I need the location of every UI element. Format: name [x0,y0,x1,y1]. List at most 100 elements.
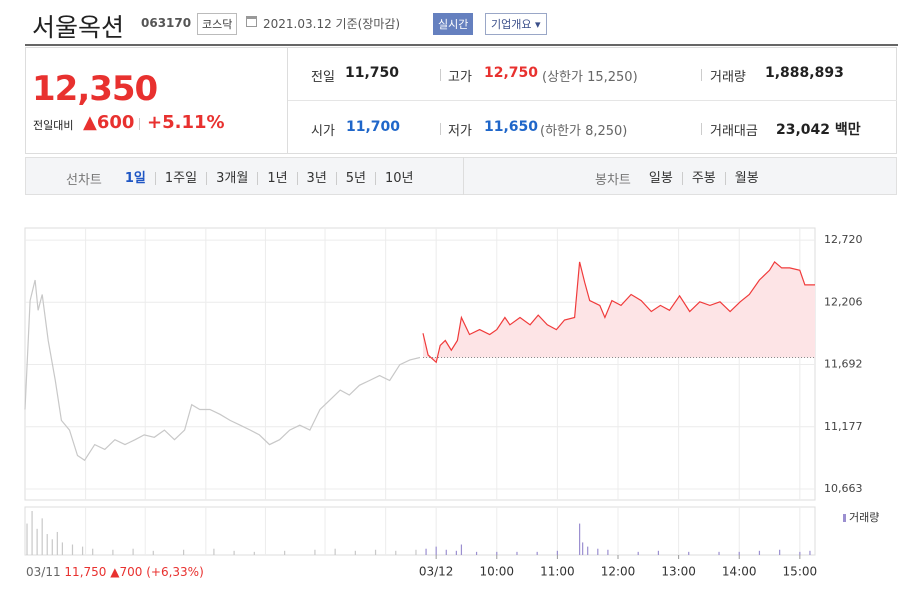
volume-bar [758,550,761,555]
separator [701,69,702,81]
tab[interactable]: 1일 [124,171,146,186]
y-tick-label: 11,177 [824,420,863,433]
volume-bar [607,549,609,555]
volume-bar [61,542,63,555]
stock-code: 063170 [141,16,192,30]
date: 2021.03.12 기준(장마감) [263,15,400,32]
y-tick-label: 12,720 [824,233,863,246]
volume-bar [183,549,185,555]
current-price: 12,350 [32,69,158,109]
volume-bar [36,528,38,555]
calendar-icon [246,16,257,27]
tab[interactable]: 10년 [375,172,423,185]
volume-bar [46,534,48,555]
tab[interactable]: 3년 [296,172,336,185]
y-tick-label: 11,692 [824,357,863,370]
tab-group-label: 봉차트 [595,173,631,188]
volume-bar [152,550,154,555]
tab[interactable]: 주봉 [681,172,725,185]
item-value: 11,750 [345,65,400,81]
volume-bar [799,551,801,555]
area [423,261,815,363]
volume-bar [779,549,781,555]
volume-bar [455,550,457,555]
tab-group-label: 선차트 [66,173,102,188]
volume-bar [536,551,538,555]
x-tick-label: 03/12 [419,565,454,579]
x-tick-label: 11:00 [540,565,575,579]
volume-bar [556,550,558,555]
prev-price: 11,750 [64,565,107,579]
tab[interactable]: 1년 [257,172,296,185]
item-label: 시가 [311,124,335,139]
volume-bar [112,549,114,555]
item-value: 11,700 [346,119,401,135]
volume-bar [334,548,336,555]
line-tabs: 선차트 1일 1주일 3개월 1년 3년 5년 10년 [66,169,423,188]
volume-bar [395,550,397,555]
change-pct: +5.11% [147,112,225,133]
volume-bar [253,551,255,555]
x-tick-label: 13:00 [661,565,696,579]
summary-divider [287,47,288,154]
volume-bar [637,551,639,555]
tab-divider [463,157,464,195]
item-label: 거래대금 [710,124,758,139]
volume-bar [460,544,463,555]
legend-swatch [843,514,846,522]
volume-bar [26,523,28,555]
date-text: 2021.03.12 [263,17,332,31]
item-note: (상한가 15,250) [542,70,638,85]
tab[interactable]: 1주일 [154,172,206,185]
company-info-text: 기업개요 [491,18,532,31]
tab[interactable]: 5년 [335,172,375,185]
volume-bar [425,548,427,555]
realtime-button[interactable]: 실시간 [433,13,474,35]
company-info-button[interactable]: 기업개요 ▾ [485,13,547,35]
item-value: 11,650 [484,119,539,135]
volume-bar [284,550,286,555]
volume-bar [582,542,584,555]
tab[interactable]: 일봉 [648,171,673,186]
item-label: 저가 [448,124,472,139]
x-tick-label: 12:00 [601,565,636,579]
volume-bar [31,511,33,555]
item-value: 1,888,893 [765,65,844,81]
separator [139,118,140,130]
x-tick-label: 15:00 [783,565,818,579]
tab[interactable]: 월봉 [724,172,768,185]
item-label: 전일 [311,70,335,85]
volume-bar [597,548,599,555]
change: ▲600 [83,112,135,133]
separator [701,123,702,135]
price-line [24,279,421,462]
volume-frame [24,506,816,556]
tab[interactable]: 3개월 [206,172,257,185]
legend-label: 거래량 [849,511,879,524]
prev-day-info: 03/11 11,750 ▲700 (+6,33%) [26,565,204,579]
item-value: 23,042 백만 [776,119,861,139]
separator [440,123,441,135]
volume-bar [71,544,74,555]
item-label: 고가 [448,70,472,85]
item-unit: 백만 [834,122,861,138]
item-value-text: 23,042 [776,122,831,138]
item-label: 거래량 [710,70,746,85]
y-tick-label: 12,206 [824,295,863,308]
header-rule [25,44,898,46]
volume-bar [516,551,518,555]
summary-row-divider [288,100,897,101]
item-value: 12,750 [484,65,539,81]
candle-tabs: 봉차트 일봉 주봉 월봉 [595,169,768,188]
volume-bar [475,551,478,555]
item-note: (하한가 8,250) [540,124,628,139]
volume-bar [435,546,437,555]
volume-bar [314,549,316,555]
prev-change: ▲700 [110,565,143,579]
volume-bar [445,549,447,555]
prev-change-pct: (+6,33%) [146,565,204,579]
volume-bar [354,550,356,555]
volume-bar [496,551,498,555]
